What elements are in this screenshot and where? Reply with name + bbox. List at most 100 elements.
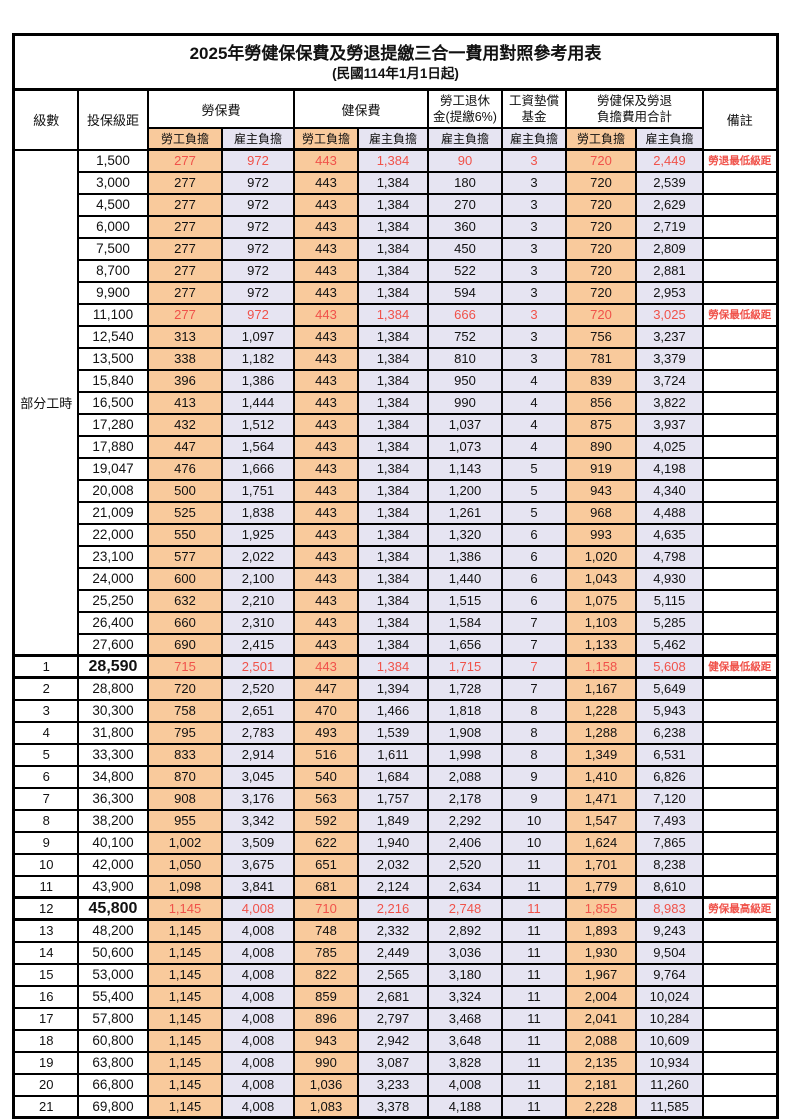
bracket-cell: 13,500 bbox=[76, 346, 149, 371]
fee-cell: 5,462 bbox=[634, 632, 704, 657]
bracket-cell: 9,900 bbox=[76, 280, 149, 305]
fee-cell: 1,158 bbox=[564, 654, 637, 679]
fee-cell: 720 bbox=[564, 170, 637, 195]
fee-cell: 720 bbox=[564, 258, 637, 283]
remark-cell bbox=[701, 522, 779, 547]
fee-cell: 2,783 bbox=[220, 720, 295, 745]
fee-cell: 3 bbox=[500, 280, 567, 305]
fee-cell: 1,728 bbox=[426, 676, 503, 701]
table-row: 9 40,100 1,002 3,509 622 1,940 2,406 10 1,624 7,8… bbox=[12, 830, 779, 855]
fee-cell: 4 bbox=[500, 434, 567, 459]
fee-cell: 90 bbox=[426, 148, 503, 173]
fee-cell: 1,384 bbox=[356, 566, 429, 591]
fee-cell: 1,384 bbox=[356, 478, 429, 503]
fee-cell: 11 bbox=[500, 852, 567, 877]
group-header-row: 級數 投保級距 勞保費 健保費 勞工退休 金(提繳6%) 工資墊償 基金 勞健保… bbox=[12, 88, 779, 151]
table-row: 11,100 277 972 443 1,384 666 3 720 3,025 勞保最低級距 bbox=[14, 302, 779, 327]
fee-cell: 2,651 bbox=[220, 698, 295, 723]
remark-cell bbox=[701, 214, 779, 239]
fee-reference-table: 2025年勞健保保費及勞退提繳三合一費用對照參考用表 (民國114年1月1日起)… bbox=[12, 33, 779, 1119]
table-row: 1 28,590 715 2,501 443 1,384 1,715 7 1,158 5,608 健… bbox=[12, 654, 779, 679]
fee-cell: 11 bbox=[500, 896, 567, 921]
table-row: 20 66,800 1,145 4,008 1,036 3,233 4,008 11 2,181… bbox=[12, 1072, 779, 1097]
fee-cell: 1,145 bbox=[146, 918, 223, 943]
level-cell: 4 bbox=[12, 720, 79, 745]
subheader-labor-employee: 勞工負擔 bbox=[146, 127, 223, 151]
fee-cell: 4,008 bbox=[220, 896, 295, 921]
fee-cell: 2,406 bbox=[426, 830, 503, 855]
bracket-cell: 20,008 bbox=[76, 478, 149, 503]
fee-cell: 2,629 bbox=[634, 192, 704, 217]
fee-cell: 1,757 bbox=[356, 786, 429, 811]
fee-cell: 1,818 bbox=[426, 698, 503, 723]
bracket-cell: 48,200 bbox=[76, 918, 149, 943]
bracket-cell: 16,500 bbox=[76, 390, 149, 415]
fee-cell: 3,237 bbox=[634, 324, 704, 349]
table-row: 8,700 277 972 443 1,384 522 3 720 2,881 bbox=[14, 258, 779, 283]
bracket-cell: 40,100 bbox=[76, 830, 149, 855]
table-row: 25,250 632 2,210 443 1,384 1,515 6 1,075 5,115 bbox=[14, 588, 779, 613]
fee-cell: 1,611 bbox=[356, 742, 429, 767]
table-row: 23,100 577 2,022 443 1,384 1,386 6 1,020 4,798 bbox=[14, 544, 779, 569]
fee-cell: 1,539 bbox=[356, 720, 429, 745]
fee-cell: 1,930 bbox=[564, 940, 637, 965]
fee-cell: 8,238 bbox=[634, 852, 704, 877]
fee-cell: 1,384 bbox=[356, 456, 429, 481]
fee-cell: 277 bbox=[146, 258, 223, 283]
fee-cell: 2,292 bbox=[426, 808, 503, 833]
fee-cell: 1,384 bbox=[356, 654, 429, 679]
bracket-cell: 15,840 bbox=[76, 368, 149, 393]
level-cell: 3 bbox=[12, 698, 79, 723]
fee-cell: 1,182 bbox=[220, 346, 295, 371]
fee-cell: 710 bbox=[292, 896, 359, 921]
fee-cell: 3,036 bbox=[426, 940, 503, 965]
fee-cell: 1,384 bbox=[356, 280, 429, 305]
fee-cell: 908 bbox=[146, 786, 223, 811]
fee-cell: 1,925 bbox=[220, 522, 295, 547]
bracket-cell: 17,280 bbox=[76, 412, 149, 437]
fee-cell: 1,098 bbox=[146, 874, 223, 899]
fee-cell: 715 bbox=[146, 654, 223, 679]
fee-cell: 450 bbox=[426, 236, 503, 261]
fee-cell: 972 bbox=[220, 148, 295, 173]
remark-cell bbox=[701, 434, 779, 459]
fee-cell: 1,515 bbox=[426, 588, 503, 613]
table-row: 5 33,300 833 2,914 516 1,611 1,998 8 1,349 6,531 bbox=[12, 742, 779, 767]
fee-cell: 1,444 bbox=[220, 390, 295, 415]
bracket-cell: 8,700 bbox=[76, 258, 149, 283]
fee-cell: 500 bbox=[146, 478, 223, 503]
level-cell: 13 bbox=[12, 918, 79, 943]
fee-cell: 3,233 bbox=[356, 1072, 429, 1097]
fee-cell: 651 bbox=[292, 852, 359, 877]
bracket-cell: 60,800 bbox=[76, 1028, 149, 1053]
fee-cell: 2,022 bbox=[220, 544, 295, 569]
fee-cell: 1,288 bbox=[564, 720, 637, 745]
fee-cell: 1,384 bbox=[356, 434, 429, 459]
fee-cell: 4,930 bbox=[634, 566, 704, 591]
fee-cell: 277 bbox=[146, 148, 223, 173]
level-cell: 1 bbox=[12, 654, 79, 679]
fee-cell: 7,493 bbox=[634, 808, 704, 833]
fee-cell: 1,384 bbox=[356, 610, 429, 635]
table-row: 7,500 277 972 443 1,384 450 3 720 2,809 bbox=[14, 236, 779, 261]
fee-cell: 443 bbox=[292, 346, 359, 371]
fee-cell: 2,210 bbox=[220, 588, 295, 613]
bracket-cell: 31,800 bbox=[76, 720, 149, 745]
fee-cell: 1,167 bbox=[564, 676, 637, 701]
fee-cell: 1,849 bbox=[356, 808, 429, 833]
fee-cell: 1,584 bbox=[426, 610, 503, 635]
fee-cell: 896 bbox=[292, 1006, 359, 1031]
fee-cell: 748 bbox=[292, 918, 359, 943]
table-row: 16 55,400 1,145 4,008 859 2,681 3,324 11 2,004 10… bbox=[12, 984, 779, 1009]
fee-cell: 10,024 bbox=[634, 984, 704, 1009]
fee-cell: 972 bbox=[220, 236, 295, 261]
fee-cell: 1,020 bbox=[564, 544, 637, 569]
fee-cell: 870 bbox=[146, 764, 223, 789]
fee-cell: 690 bbox=[146, 632, 223, 657]
fee-cell: 1,384 bbox=[356, 346, 429, 371]
level-cell: 21 bbox=[12, 1094, 79, 1119]
page-title: 2025年勞健保保費及勞退提繳三合一費用對照參考用表 bbox=[189, 43, 602, 63]
fee-cell: 1,145 bbox=[146, 984, 223, 1009]
fee-cell: 2,501 bbox=[220, 654, 295, 679]
